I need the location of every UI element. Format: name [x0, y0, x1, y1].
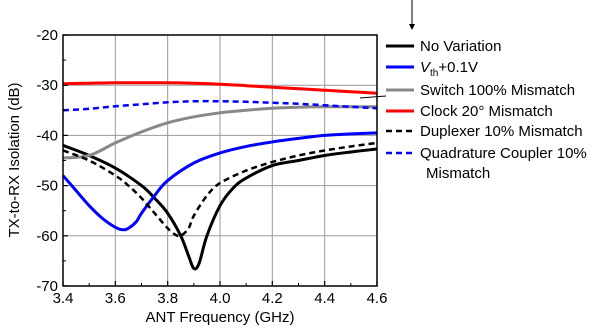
x-tick-label: 3.6: [105, 290, 126, 307]
legend: No Variation Vth+0.1V Switch 100% Mismat…: [386, 38, 587, 182]
x-tick-label: 4.2: [262, 290, 283, 307]
x-tick-label: 4.0: [210, 290, 231, 307]
legend-label-quadrature: Quadrature Coupler 10%: [420, 145, 587, 162]
y-tick-label: -70: [36, 278, 58, 295]
x-tick-label: 4.6: [367, 290, 388, 307]
series-no-variation: [62, 144, 378, 271]
legend-label-quadrature-cont: Mismatch: [426, 165, 490, 182]
grid-lines: [63, 35, 377, 286]
legend-connector-line: [359, 95, 387, 99]
legend-label-duplexer: Duplexer 10% Mismatch: [420, 123, 583, 140]
legend-label-switch: Switch 100% Mismatch: [420, 82, 575, 99]
y-axis-label: TX-to-RX Isolation (dB): [6, 82, 23, 237]
x-axis-label: ANT Frequency (GHz): [146, 309, 295, 326]
y-tick-label: -50: [36, 178, 58, 195]
legend-label-vth: Vth+0.1V: [420, 59, 478, 79]
series-clock: [62, 81, 378, 95]
series-duplexer: [62, 141, 378, 238]
arrow-marker: [409, 0, 415, 30]
y-tick-label: -40: [36, 127, 58, 144]
x-tick-label: 4.4: [314, 290, 335, 307]
y-tick-label: -20: [36, 27, 58, 44]
series-switch: [62, 105, 377, 160]
series-vth: [61, 131, 378, 232]
x-tick-label: 3.8: [157, 290, 178, 307]
x-tick-label: 3.4: [53, 290, 74, 307]
y-tick-label: -60: [36, 228, 58, 245]
y-tick-label: -30: [36, 77, 58, 94]
legend-label-no-variation: No Variation: [420, 38, 501, 55]
series-lines: [61, 81, 378, 271]
axis-ticks: 3.4 3.6 3.8 4.0 4.2 4.4 4.6 -70 -60 -50 -40 -30 -20: [36, 27, 387, 307]
series-quadrature: [62, 99, 378, 112]
legend-label-clock: Clock 20° Mismatch: [420, 103, 553, 120]
